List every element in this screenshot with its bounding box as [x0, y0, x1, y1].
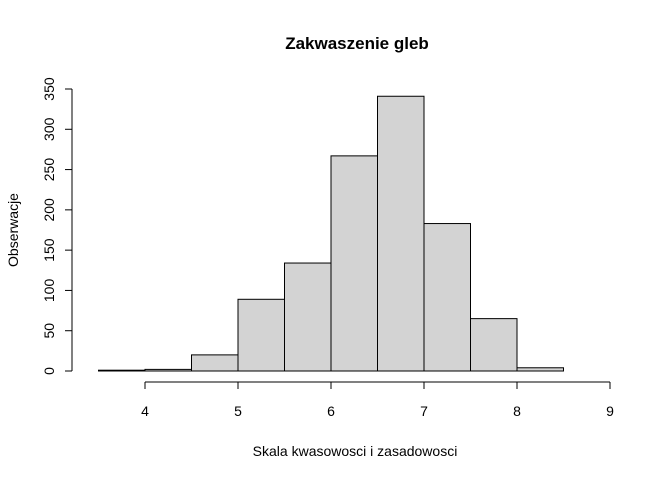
- y-tick-label: 350: [41, 77, 57, 101]
- y-tick-label: 100: [41, 279, 57, 303]
- y-tick-label: 250: [41, 158, 57, 182]
- y-tick-label: 150: [41, 238, 57, 262]
- histogram-bar-2: [191, 354, 239, 372]
- x-tick-label: 9: [606, 403, 614, 419]
- y-tick-label: 200: [41, 198, 57, 222]
- histogram-bar-9: [516, 367, 564, 372]
- x-tick-label: 8: [513, 403, 521, 419]
- x-tick-label: 7: [420, 403, 428, 419]
- histogram-bar-7: [423, 223, 471, 372]
- x-tick-label: 5: [234, 403, 242, 419]
- histogram-bar-1: [144, 368, 192, 372]
- histogram-bars: [98, 95, 564, 372]
- x-axis-label: Skala kwasowosci i zasadowosci: [253, 443, 458, 459]
- y-tick-label: 0: [41, 367, 57, 375]
- x-tick-label: 6: [327, 403, 335, 419]
- histogram-bar-5: [330, 155, 378, 372]
- histogram-bar-6: [377, 95, 425, 372]
- y-tick-label: 50: [41, 323, 57, 339]
- y-tick-label: 300: [41, 117, 57, 141]
- y-axis: 0 50 100 150 200 250 300 350: [41, 77, 73, 375]
- histogram-bar-8: [470, 318, 518, 372]
- x-axis: 4 5 6 7 8 9: [141, 381, 614, 419]
- histogram-bar-4: [284, 262, 332, 372]
- x-tick-label: 4: [141, 403, 149, 419]
- y-axis-label: Obserwacje: [5, 193, 21, 267]
- histogram-bar-0: [98, 369, 146, 372]
- histogram-bar-3: [237, 298, 285, 372]
- chart-title: Zakwaszenie gleb: [285, 34, 429, 53]
